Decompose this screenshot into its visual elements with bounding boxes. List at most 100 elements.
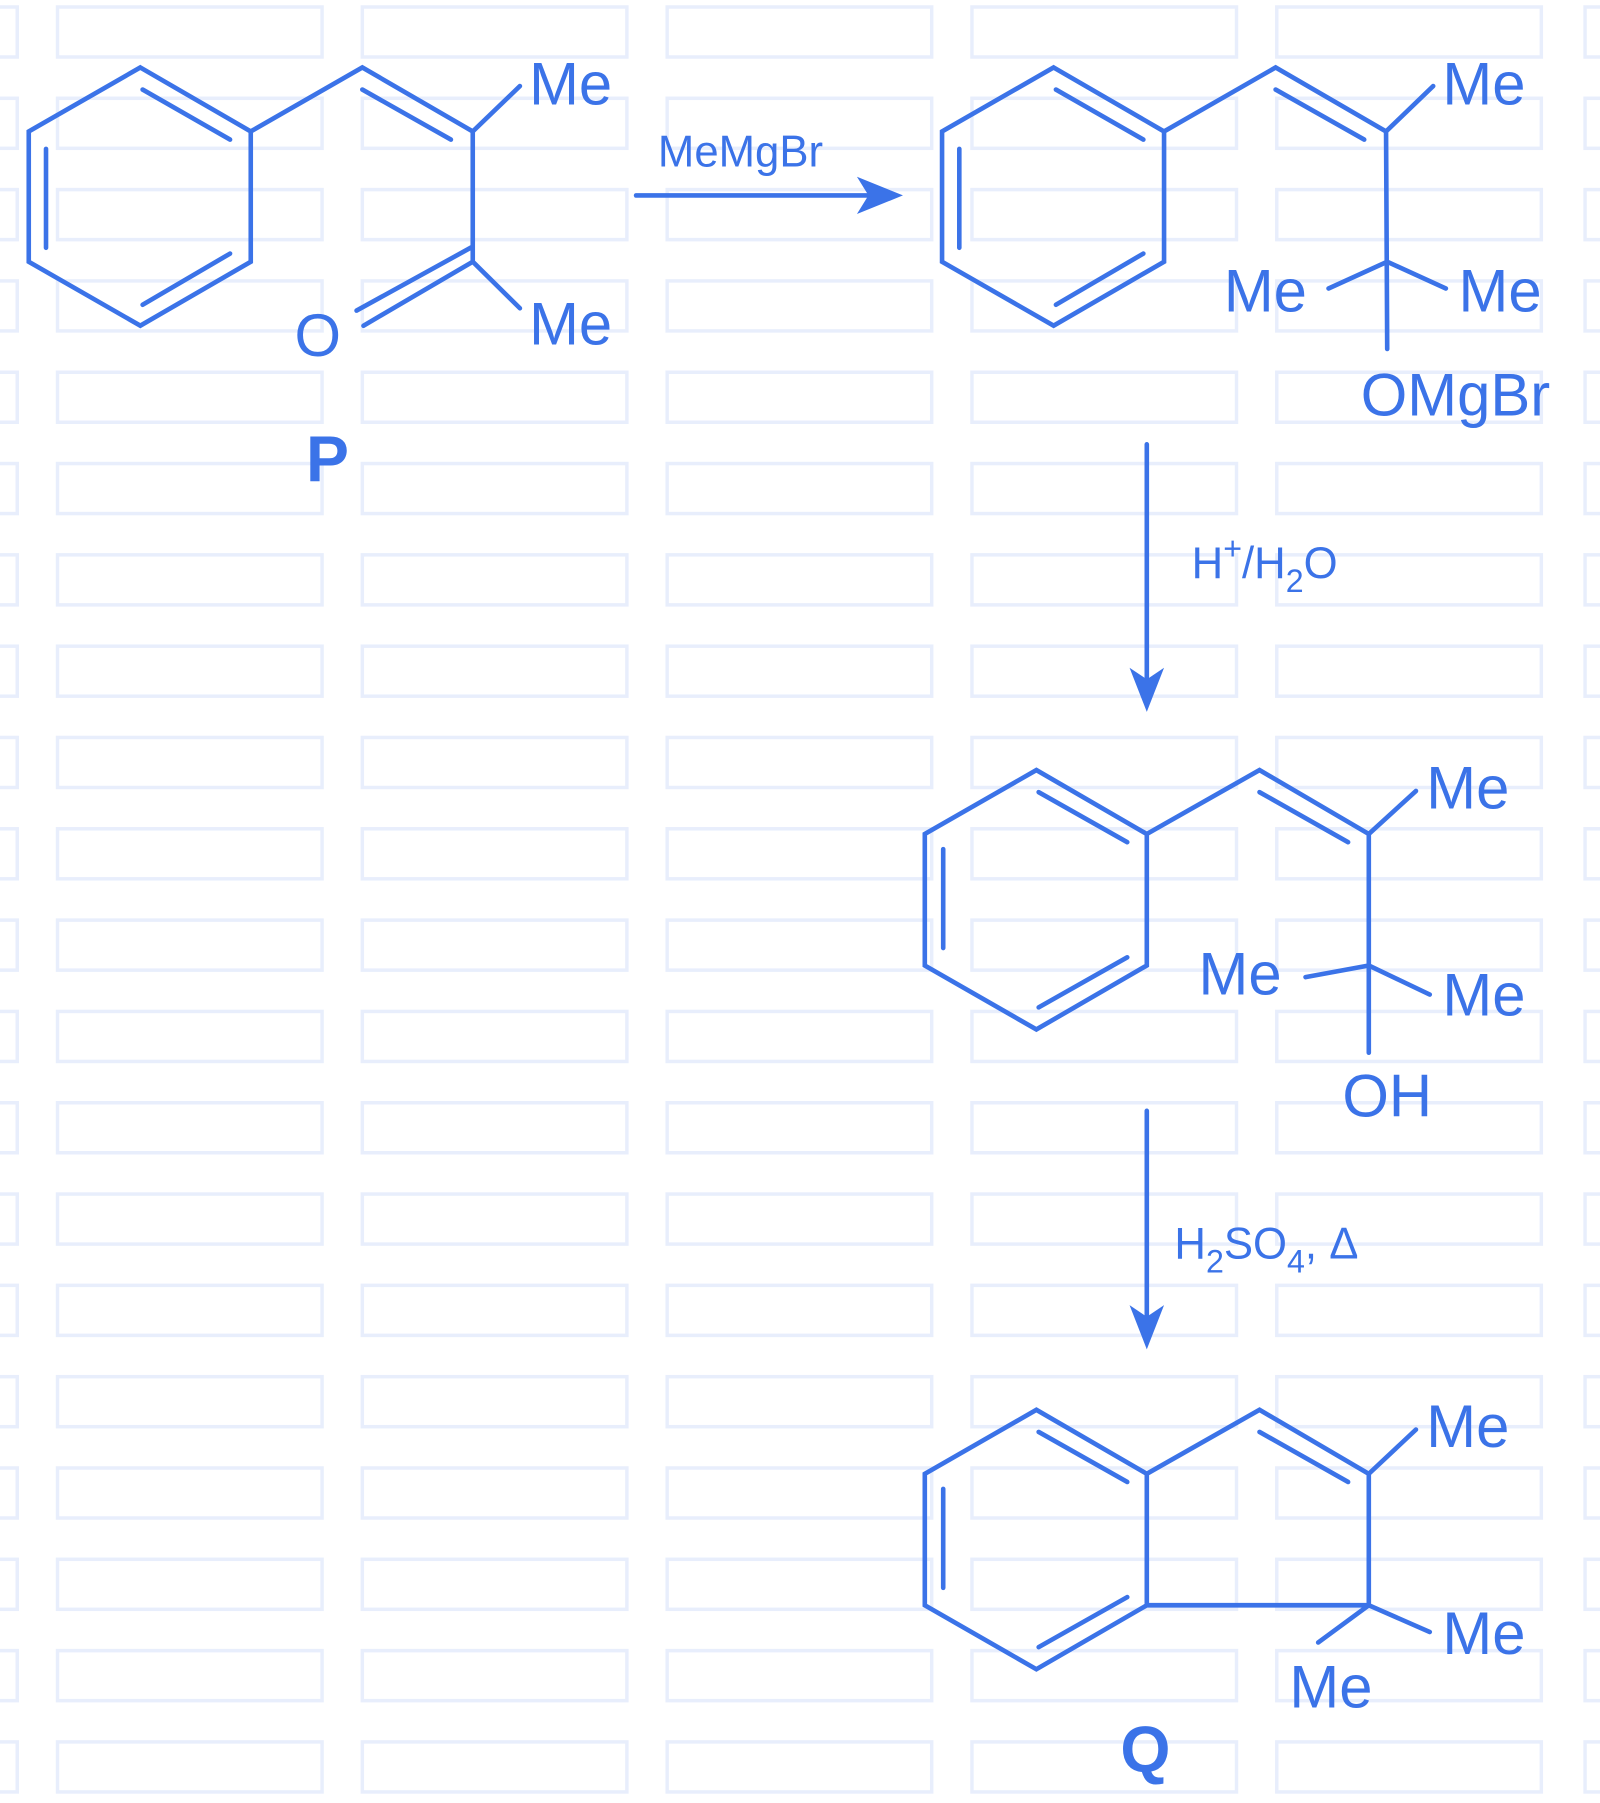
watermark-box: [1583, 1648, 1600, 1703]
watermark-box: [1583, 553, 1600, 607]
watermark-box: [1583, 370, 1600, 424]
watermark-box: [970, 1283, 1239, 1338]
watermark-box: [970, 1192, 1239, 1246]
watermark-box: [360, 1374, 629, 1429]
watermark-box: [55, 1557, 324, 1612]
watermark-box: [1275, 1740, 1544, 1794]
watermark-box: [1275, 827, 1544, 881]
watermark-box: [665, 827, 934, 881]
watermark-box: [360, 553, 629, 607]
watermark-box: [665, 1009, 934, 1064]
watermark-box: [1275, 96, 1544, 151]
watermark-box: [970, 279, 1239, 333]
watermark-box: [1275, 1648, 1544, 1703]
watermark-box: [360, 1009, 629, 1064]
watermark-box: [0, 370, 19, 424]
watermark-box: [360, 827, 629, 881]
arrow-head-icon: [1129, 667, 1165, 712]
watermark-box: [0, 461, 19, 516]
watermark-box: [55, 644, 324, 698]
watermark-box: [970, 1466, 1239, 1520]
reagent-label: H+/H2O: [1192, 530, 1338, 599]
watermark-box: [970, 370, 1239, 424]
oxygen-label: O: [294, 302, 341, 369]
watermark-box: [0, 1009, 19, 1064]
watermark-box: [1275, 1100, 1544, 1155]
watermark-box: [970, 1648, 1239, 1703]
watermark-box: [1275, 187, 1544, 242]
watermark-box: [360, 918, 629, 972]
watermark-box: [970, 461, 1239, 516]
watermark-box: [0, 1648, 19, 1703]
intermediate-alcohol: Me Me Me OH: [922, 754, 1525, 1130]
arrow-step1: MeMgBr: [633, 127, 903, 215]
watermark-box: [1275, 370, 1544, 424]
watermark-box: [1275, 1009, 1544, 1064]
watermark-box: [1583, 96, 1600, 151]
watermark-box: [55, 279, 324, 333]
watermark-box: [970, 1374, 1239, 1429]
watermark-box: [665, 370, 934, 424]
watermark-box: [55, 1009, 324, 1064]
watermark-box: [1583, 1557, 1600, 1612]
watermark-box: [0, 279, 19, 333]
methyl-label: Me: [1442, 961, 1525, 1028]
methyl-label: Me: [1442, 50, 1525, 117]
watermark-box: [1583, 918, 1600, 972]
watermark-box: [0, 1740, 19, 1794]
watermark-box: [1275, 918, 1544, 972]
watermark-box: [55, 1192, 324, 1246]
arrow-head-icon: [856, 176, 903, 215]
watermark-box: [55, 96, 324, 151]
watermark-box: [970, 1100, 1239, 1155]
watermark-box: [360, 5, 629, 59]
watermark-box: [665, 553, 934, 607]
omgbr-label: OMgBr: [1361, 361, 1550, 428]
watermark-box: [0, 918, 19, 972]
watermark-box: [0, 187, 19, 242]
intermediate-alkoxide: Me Me Me OMgBr: [939, 50, 1550, 428]
hydroxyl-label: OH: [1342, 1062, 1432, 1129]
watermark-box: [1583, 1100, 1600, 1155]
watermark-box: [55, 735, 324, 790]
watermark-box: [665, 279, 934, 333]
watermark-box: [360, 1283, 629, 1338]
watermark-box: [55, 1283, 324, 1338]
watermark-box: [360, 1100, 629, 1155]
watermark-box: [0, 1100, 19, 1155]
watermark-box: [1583, 1192, 1600, 1246]
compound-p: Me Me O P: [26, 50, 612, 496]
watermark-box: [55, 1648, 324, 1703]
watermark-box: [55, 187, 324, 242]
watermark-box: [360, 96, 629, 151]
watermark-box: [970, 1740, 1239, 1794]
methyl-label: Me: [529, 50, 612, 117]
methyl-label: Me: [1442, 1600, 1525, 1667]
methyl-label: Me: [1426, 754, 1509, 821]
watermark-box: [1583, 735, 1600, 790]
watermark-box: [0, 735, 19, 790]
watermark-box: [1275, 553, 1544, 607]
watermark-box: [1583, 644, 1600, 698]
watermark-box: [665, 644, 934, 698]
methyl-label: Me: [1224, 257, 1307, 324]
methyl-label: Me: [1289, 1653, 1372, 1720]
watermark-box: [665, 1466, 934, 1520]
methyl-label: Me: [1426, 1393, 1509, 1460]
watermark-box: [360, 1740, 629, 1794]
watermark-box: [360, 644, 629, 698]
watermark-box: [665, 96, 934, 151]
watermark-box: [55, 1740, 324, 1794]
watermark-box: [0, 1192, 19, 1246]
watermark-box: [665, 187, 934, 242]
watermark-box: [970, 918, 1239, 972]
watermark-box: [55, 5, 324, 59]
watermark-box: [0, 1283, 19, 1338]
watermark-box: [0, 644, 19, 698]
watermark-box: [55, 370, 324, 424]
methyl-label: Me: [1199, 940, 1282, 1007]
watermark-box: [0, 5, 19, 59]
watermark-box: [360, 370, 629, 424]
watermark-box: [1583, 279, 1600, 333]
watermark-box: [1583, 1466, 1600, 1520]
